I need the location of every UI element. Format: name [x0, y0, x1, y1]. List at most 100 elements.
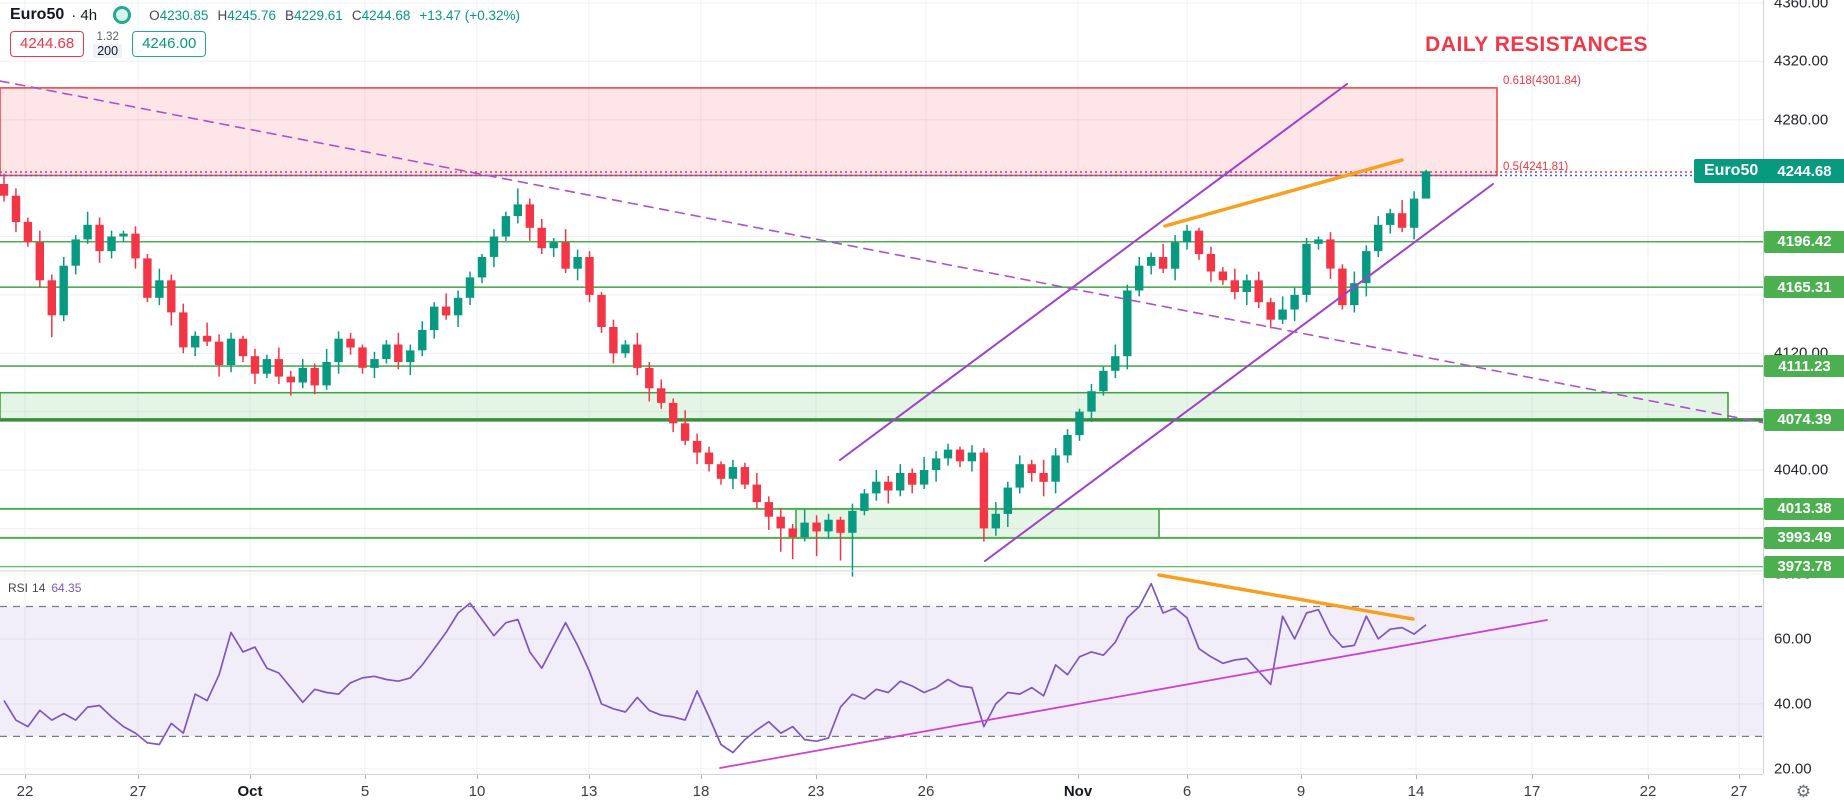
candle-body	[1170, 242, 1180, 269]
magenta-trend-rsi[interactable]	[719, 619, 1548, 769]
candle-body	[1278, 309, 1287, 320]
symbol-title[interactable]: Euro50	[10, 6, 65, 23]
candle-body	[585, 257, 594, 295]
candle-body	[812, 522, 821, 532]
candle-body	[1386, 213, 1395, 225]
time-tick-mark	[138, 775, 139, 779]
timeframe-label[interactable]: · 4h	[71, 6, 98, 24]
price-alert-box[interactable]: 4244.68	[10, 31, 85, 57]
candle-body	[334, 338, 343, 363]
candle-body	[740, 467, 750, 485]
time-tick-mark	[816, 775, 817, 779]
candle-body	[633, 344, 642, 368]
orange-trend-rsi[interactable]	[1157, 573, 1415, 621]
candle-body	[1135, 265, 1144, 291]
fib-05-label[interactable]: 0.5(4241.81)	[1503, 161, 1569, 173]
candle-body	[860, 493, 869, 511]
candle-body	[597, 294, 606, 327]
rsi-indicator-legend[interactable]: RSI 14 64.35	[8, 581, 82, 595]
candle-body	[11, 195, 21, 222]
time-tick-label: 27	[129, 783, 147, 800]
daily-resistances-annotation[interactable]: DAILY RESISTANCES	[1425, 33, 1648, 56]
price-level-badge: 4013.38	[1764, 497, 1844, 520]
candle-body	[274, 359, 283, 377]
candle-body	[1290, 294, 1299, 310]
rsi-line[interactable]	[3, 582, 1427, 754]
time-tick-mark	[1301, 775, 1302, 779]
candle-body	[824, 519, 833, 532]
rsi-band	[0, 606, 1763, 737]
candle-body	[776, 516, 785, 529]
candle-body	[752, 484, 761, 503]
candle-body	[692, 440, 702, 453]
support-zone-4080[interactable]	[0, 391, 1729, 421]
candle-body	[119, 233, 128, 237]
candle-body	[310, 367, 319, 386]
candle-body	[406, 350, 415, 363]
candle-body	[35, 242, 44, 281]
candle-body	[1099, 370, 1108, 392]
fib-0618-label[interactable]: 0.618(4301.84)	[1503, 75, 1582, 87]
time-tick-mark	[365, 775, 366, 779]
candle-body	[716, 464, 726, 479]
indicator-mini-values[interactable]: 1.32 200	[93, 31, 123, 58]
price-level-box[interactable]: 4246.00	[132, 31, 207, 57]
candle-body	[1051, 455, 1060, 482]
candle-body	[669, 402, 678, 424]
time-tick-label: Oct	[237, 783, 263, 800]
time-tick-mark	[1187, 775, 1188, 779]
candle-body	[1326, 239, 1335, 269]
time-tick-label: 14	[1407, 783, 1425, 800]
time-tick-label: 10	[468, 783, 486, 800]
candle-body	[358, 347, 367, 368]
candle-body	[1266, 302, 1275, 320]
candle-body	[513, 204, 522, 217]
time-tick-label: 26	[917, 783, 935, 800]
orange-trend-price[interactable]	[1163, 158, 1404, 228]
price-level-badge: 4196.42	[1764, 230, 1844, 253]
candle-body	[1206, 254, 1216, 272]
time-tick-mark	[701, 775, 702, 779]
candle-body	[537, 227, 546, 249]
candle-body	[1409, 198, 1419, 228]
price-tick-label: 4040.00	[1774, 461, 1829, 479]
time-tick-mark	[1416, 775, 1417, 779]
candle-body	[1039, 473, 1048, 482]
candle-body	[179, 312, 188, 348]
candle-body	[919, 470, 929, 485]
symbol-legend[interactable]: Euro50 · 4h O4230.85 H4245.76 B4229.61 C…	[10, 4, 520, 58]
candle-body	[107, 236, 116, 252]
price-axis[interactable]: 4360.004320.004280.004120.004040.0080.00…	[1763, 0, 1844, 777]
channel-line-left[interactable]	[839, 83, 1348, 461]
time-axis[interactable]: 22 27 Oct 5 10 13 18 23 26 Nov 6 9 14 17 22 27	[0, 774, 1844, 810]
legend-row-tools: 4244.68 1.32 200 4246.00	[10, 31, 520, 58]
gear-icon[interactable]: ⚙	[1795, 782, 1812, 801]
candle-body	[1075, 411, 1084, 436]
candle-body	[704, 452, 714, 465]
daily-resistance-zone[interactable]	[0, 87, 1498, 177]
candle-body	[262, 359, 272, 374]
candle-body	[322, 362, 331, 386]
candle-body	[1182, 230, 1192, 243]
candle-body	[477, 257, 487, 278]
candle-body	[967, 452, 977, 462]
chart-plot-area[interactable]	[0, 0, 1763, 774]
time-tick-label: Nov	[1063, 783, 1093, 800]
candle-body	[155, 280, 164, 298]
candle-body	[167, 280, 176, 313]
candle-body	[226, 338, 236, 365]
candle-body	[1003, 487, 1012, 514]
candle-body	[131, 233, 140, 259]
channel-line-right[interactable]	[984, 183, 1494, 562]
descending-dashed-line[interactable]	[0, 80, 1763, 424]
candle-body	[764, 502, 773, 517]
candle-body	[501, 216, 511, 237]
change-value: +13.47 (+0.32%)	[419, 7, 520, 23]
candle-body	[908, 473, 917, 485]
candle-body	[1374, 224, 1383, 252]
candle-body	[202, 335, 212, 342]
last-price-badge: 4244.68	[1764, 159, 1844, 184]
price-level-badge: 4074.39	[1764, 408, 1844, 431]
candle-body	[0, 184, 9, 196]
